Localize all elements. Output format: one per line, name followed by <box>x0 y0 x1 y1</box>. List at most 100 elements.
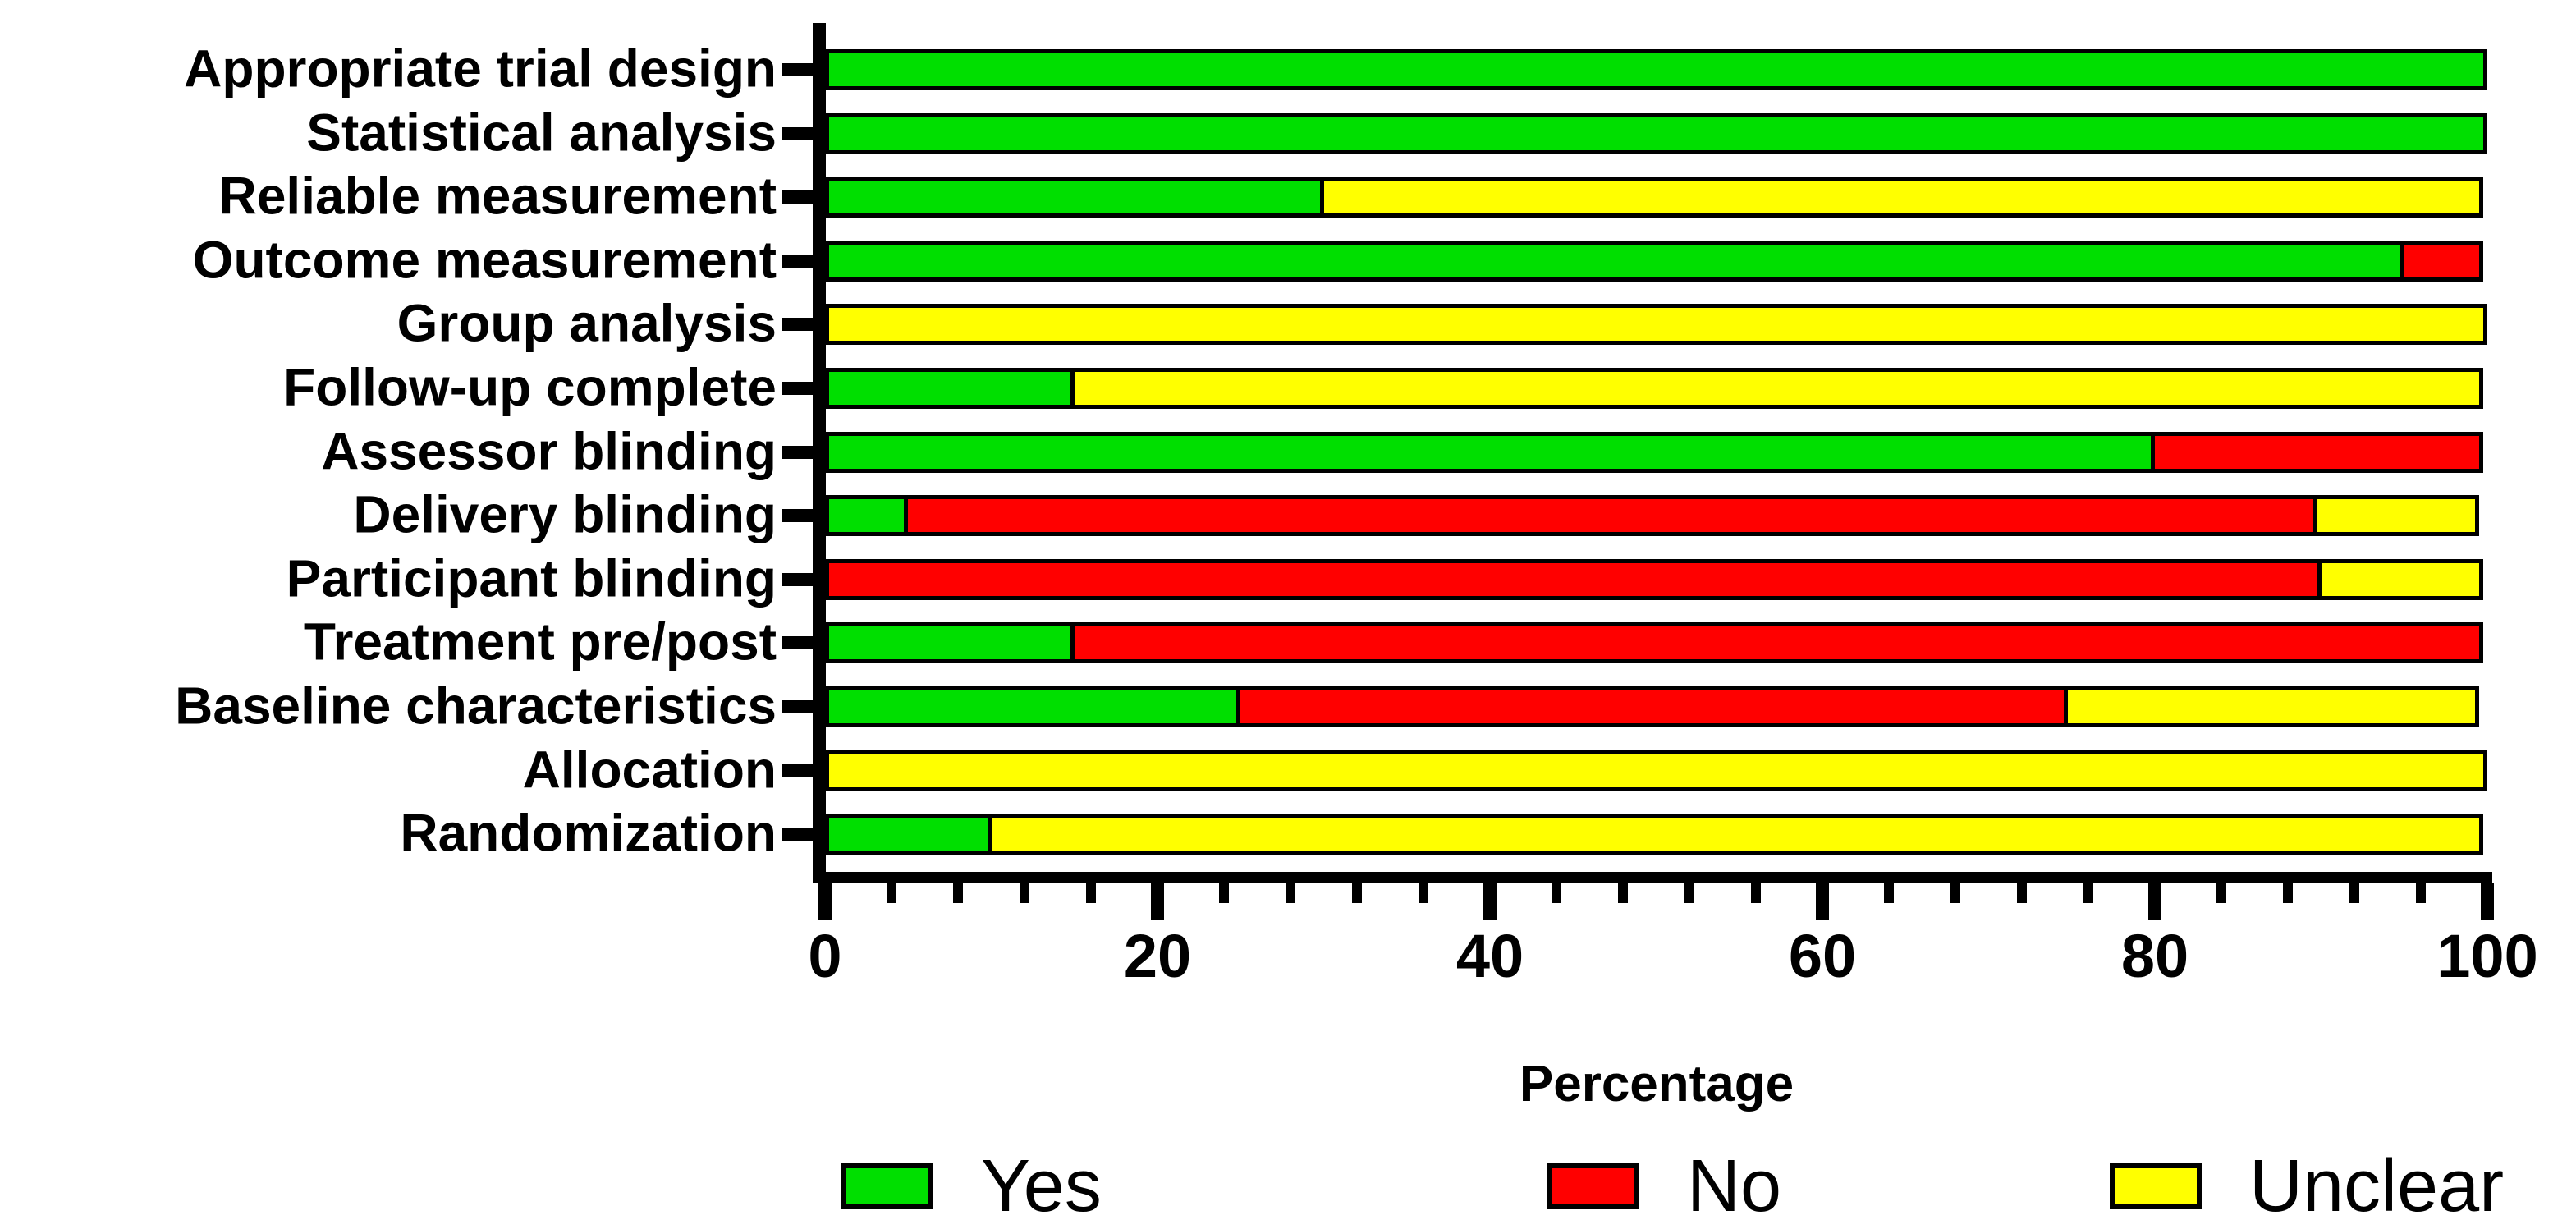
bar-row <box>825 686 2479 727</box>
y-axis-tick <box>782 318 813 332</box>
y-axis-tick <box>782 445 813 459</box>
y-axis-tick <box>782 509 813 523</box>
x-axis-minor-tick <box>2416 883 2426 903</box>
bar-row <box>825 177 2483 218</box>
category-label: Group analysis <box>396 294 777 354</box>
legend-swatch-yes <box>841 1163 933 1209</box>
bar-segment-yes <box>825 622 1075 664</box>
bar-row <box>825 558 2483 600</box>
y-axis-tick <box>782 190 813 204</box>
bar-row <box>825 750 2487 791</box>
legend-item-yes: Yes <box>841 1149 1102 1223</box>
bar-row <box>825 814 2483 855</box>
bar-segment-no <box>2151 431 2483 473</box>
bar-segment-yes <box>825 814 992 855</box>
y-axis-tick <box>782 572 813 586</box>
bar-segment-no <box>1070 622 2483 664</box>
category-label: Baseline characteristics <box>175 676 777 736</box>
category-label: Allocation <box>522 740 777 800</box>
bar-segment-unclear <box>1319 177 2483 218</box>
legend-swatch-unclear <box>2110 1163 2202 1209</box>
y-axis-tick <box>782 63 813 76</box>
bar-row <box>825 112 2487 154</box>
x-axis-minor-tick <box>1552 883 1561 903</box>
bar-segment-yes <box>825 112 2487 154</box>
legend-item-no: No <box>1547 1149 1781 1223</box>
bar-segment-unclear <box>2063 686 2479 727</box>
bar-segment-no <box>825 558 2322 600</box>
x-axis-minor-tick <box>1950 883 1960 903</box>
bar-segment-yes <box>825 431 2155 473</box>
bar-segment-yes <box>825 368 1075 409</box>
x-axis-minor-tick <box>1086 883 1096 903</box>
category-label: Participant blinding <box>286 548 777 608</box>
y-axis-tick <box>782 764 813 777</box>
bar-segment-unclear <box>825 304 2487 346</box>
category-label: Randomization <box>400 803 777 863</box>
y-axis-tick <box>782 700 813 713</box>
bar-row <box>825 240 2483 282</box>
x-axis-minor-tick <box>1219 883 1229 903</box>
category-label: Outcome measurement <box>192 230 777 290</box>
bar-segment-unclear <box>825 750 2487 791</box>
x-axis-minor-tick <box>1618 883 1628 903</box>
x-axis-minor-tick <box>1419 883 1428 903</box>
category-label: Delivery blinding <box>353 484 777 544</box>
x-axis-minor-tick <box>1286 883 1295 903</box>
legend-swatch-no <box>1547 1163 1639 1209</box>
x-axis-major-tick <box>2481 883 2494 920</box>
x-axis-tick-label: 40 <box>1455 922 1524 990</box>
x-axis-minor-tick <box>1020 883 1029 903</box>
bar-segment-yes <box>825 495 909 537</box>
bar-segment-unclear <box>2317 558 2483 600</box>
x-axis-minor-tick <box>2349 883 2359 903</box>
bar-row <box>825 622 2483 664</box>
legend-item-unclear: Unclear <box>2110 1149 2504 1223</box>
bar-segment-unclear <box>1070 368 2483 409</box>
legend-label: No <box>1687 1145 1782 1227</box>
x-axis-tick-label: 20 <box>1123 922 1192 990</box>
category-label: Reliable measurement <box>218 166 777 226</box>
category-label: Statistical analysis <box>306 103 777 163</box>
bar-row <box>825 304 2487 346</box>
bar-segment-no <box>904 495 2317 537</box>
bar-row <box>825 495 2479 537</box>
x-axis-major-tick <box>1151 883 1164 920</box>
x-axis-minor-tick <box>1352 883 1362 903</box>
x-axis-tick-label: 100 <box>2436 922 2538 990</box>
x-axis-minor-tick <box>2283 883 2293 903</box>
y-axis-tick <box>782 126 813 140</box>
y-axis-tick <box>782 636 813 650</box>
bar-segment-yes <box>825 177 1324 218</box>
x-axis-minor-tick <box>1751 883 1761 903</box>
bar-row <box>825 49 2487 90</box>
category-label: Appropriate trial design <box>184 39 777 99</box>
x-axis-tick-label: 0 <box>808 922 842 990</box>
x-axis-major-tick <box>818 883 832 920</box>
category-label: Treatment pre/post <box>303 612 777 672</box>
bar-segment-unclear <box>987 814 2483 855</box>
y-axis-tick <box>782 254 813 268</box>
x-axis-minor-tick <box>2017 883 2027 903</box>
x-axis-minor-tick <box>953 883 963 903</box>
bar-row <box>825 368 2483 409</box>
x-axis-major-tick <box>1483 883 1497 920</box>
x-axis-minor-tick <box>2083 883 2093 903</box>
x-axis-line <box>813 872 2492 883</box>
category-label: Assessor blinding <box>321 421 777 481</box>
category-label: Follow-up complete <box>283 357 777 417</box>
bar-segment-no <box>2400 240 2483 282</box>
legend-label: Unclear <box>2249 1145 2505 1227</box>
x-axis-minor-tick <box>887 883 896 903</box>
x-axis-tick-label: 60 <box>1788 922 1857 990</box>
x-axis-major-tick <box>2148 883 2161 920</box>
bar-row <box>825 431 2483 473</box>
x-axis-major-tick <box>1816 883 1829 920</box>
y-axis-line <box>813 23 826 883</box>
x-axis-title: Percentage <box>1519 1056 1794 1112</box>
bar-segment-yes <box>825 49 2487 90</box>
x-axis-minor-tick <box>2216 883 2226 903</box>
bar-segment-yes <box>825 240 2404 282</box>
y-axis-tick <box>782 382 813 395</box>
